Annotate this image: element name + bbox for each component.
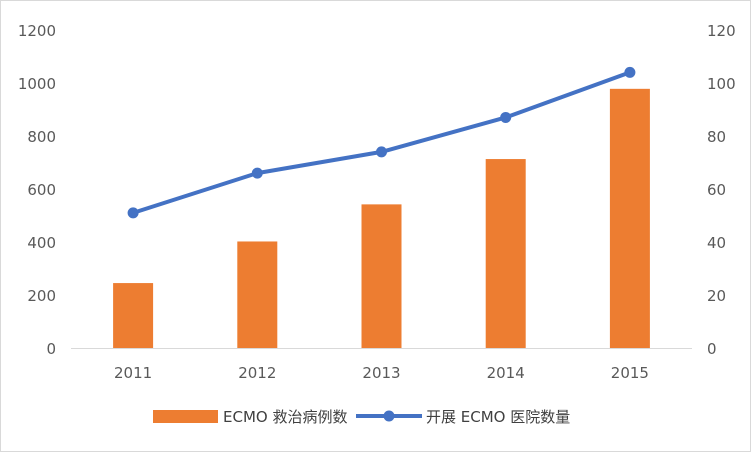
right-tick-label: 0 (707, 340, 717, 358)
legend: ECMO 救治病例数 开展 ECMO 医院数量 (153, 408, 570, 426)
bar-series (113, 88, 650, 348)
line-point (376, 146, 387, 158)
legend-line-label: 开展 ECMO 医院数量 (426, 408, 570, 426)
series-line (131, 70, 632, 215)
x-axis: 2011 2012 2013 2014 2015 (114, 364, 649, 382)
left-tick-label: 1000 (18, 75, 56, 93)
legend-bar-label: ECMO 救治病例数 (223, 408, 347, 426)
left-axis: 0 200 400 600 800 1000 1200 (18, 22, 56, 358)
bar (113, 283, 154, 348)
left-tick-label: 400 (27, 234, 56, 252)
right-tick-label: 120 (707, 22, 736, 40)
right-tick-label: 80 (707, 128, 726, 146)
legend-bar-swatch (153, 410, 218, 423)
x-tick-label: 2014 (487, 364, 525, 382)
x-tick-label: 2013 (362, 364, 400, 382)
left-tick-label: 1200 (18, 22, 56, 40)
left-tick-label: 600 (27, 181, 56, 199)
line-point (251, 167, 263, 179)
legend-line-marker (383, 410, 395, 422)
right-tick-label: 20 (707, 287, 726, 305)
left-tick-label: 200 (27, 287, 56, 305)
left-tick-label: 800 (27, 128, 56, 146)
line-point (127, 207, 139, 219)
bar (485, 159, 526, 348)
bar (609, 88, 650, 348)
line-point (500, 111, 512, 123)
line-point (624, 66, 636, 78)
x-tick-label: 2011 (114, 364, 152, 382)
right-tick-label: 40 (707, 234, 726, 252)
right-tick-label: 60 (707, 181, 726, 199)
x-tick-label: 2015 (611, 364, 649, 382)
right-tick-label: 100 (707, 75, 736, 93)
bar (237, 241, 278, 348)
x-tick-label: 2012 (238, 364, 276, 382)
left-tick-label: 0 (46, 340, 56, 358)
line-series (127, 66, 636, 219)
right-axis: 0 20 40 60 80 100 120 (707, 22, 736, 358)
bar (361, 204, 402, 348)
